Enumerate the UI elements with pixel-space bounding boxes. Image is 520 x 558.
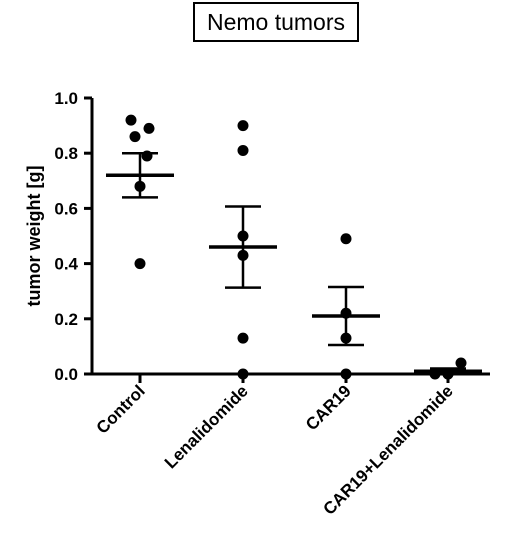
x-tick-label: CAR19 <box>302 381 355 434</box>
y-axis-label: tumor weight [g] <box>24 166 44 307</box>
y-tick-label: 0.2 <box>54 310 78 329</box>
data-point <box>237 368 249 380</box>
y-tick-label: 0.8 <box>54 144 78 163</box>
x-tick-label: Control <box>93 381 149 437</box>
data-point <box>340 368 352 380</box>
data-point <box>340 233 352 245</box>
x-tick-label: Lenalidomide <box>161 381 252 472</box>
y-tick-label: 0.4 <box>54 255 78 274</box>
data-point <box>237 120 249 132</box>
y-tick-label: 1.0 <box>54 89 78 108</box>
data-point <box>455 357 467 369</box>
data-point <box>125 114 137 126</box>
data-point <box>134 258 146 270</box>
y-tick-label: 0.6 <box>54 199 78 218</box>
data-point <box>237 332 249 344</box>
data-point <box>237 144 249 156</box>
chart-title: Nemo tumors <box>193 2 359 42</box>
y-tick-label: 0.0 <box>54 365 78 384</box>
data-point <box>129 131 141 143</box>
data-point <box>143 122 155 134</box>
